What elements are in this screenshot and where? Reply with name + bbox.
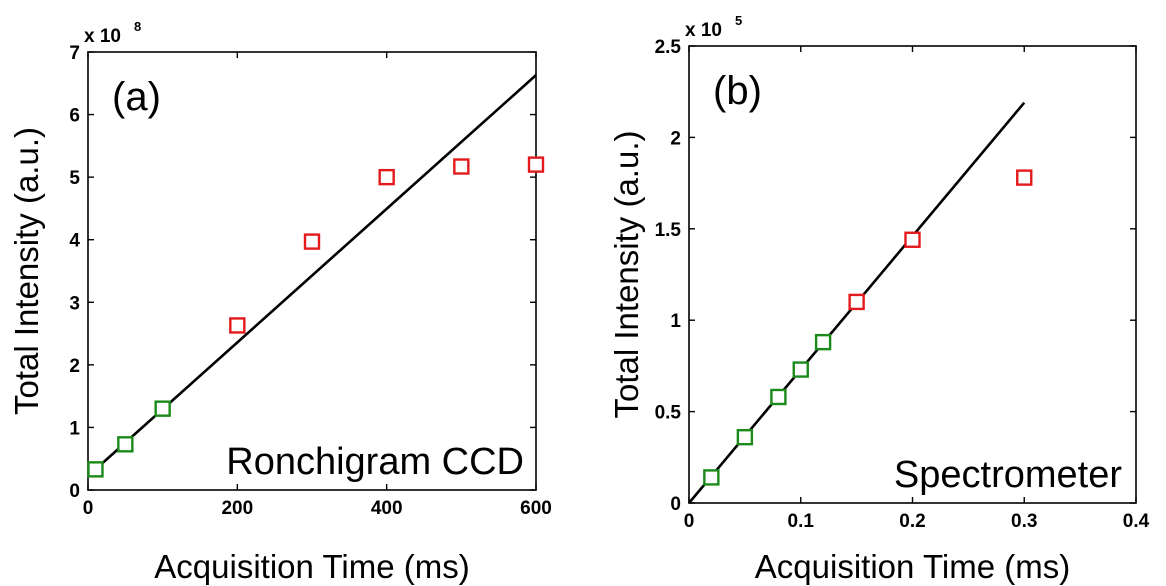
data-point — [154, 400, 171, 417]
y-tick-label: 0 — [69, 481, 80, 502]
data-point — [303, 233, 321, 250]
y-tick-label: 4 — [69, 231, 80, 252]
plot-frame — [688, 45, 1137, 504]
data-point — [848, 293, 865, 311]
x-axis-label: Acquisition Time (ms) — [755, 548, 1070, 585]
x-axis-label: Acquisition Time (ms) — [154, 548, 469, 585]
x-tick-label: 0 — [684, 511, 695, 532]
data-point — [792, 361, 809, 378]
data-point — [117, 436, 134, 453]
y-tick-label: 5 — [69, 168, 80, 189]
y-tick-label: 0.5 — [655, 403, 682, 424]
panel-a: 0 200 400 600 0 1 2 3 4 5 6 7x 10 8 Acquisition Time … — [8, 19, 552, 585]
y-tick-label: 0 — [670, 494, 681, 515]
x-tick-label: 0.3 — [1011, 511, 1037, 532]
panel-b: 0 0.1 0.2 0.3 0.4 0 0.5 1 1.5 2 2.5x 10 5 Acquisitio… — [608, 13, 1150, 585]
y-axis-label: Total Intensity (a.u.) — [8, 127, 45, 415]
data-point — [703, 469, 720, 486]
data-point — [527, 156, 545, 173]
data-point — [770, 388, 787, 406]
annotation-label: Ronchigram CCD — [226, 441, 524, 483]
y-axis-label: Total Intensity (a.u.) — [608, 131, 645, 419]
y-tick-label: 7 — [69, 43, 80, 64]
y-tick-label: 2 — [670, 128, 681, 149]
y-multiplier-exponent: 5 — [735, 13, 742, 28]
x-tick-label: 600 — [520, 498, 552, 519]
panel-label: (b) — [713, 69, 762, 113]
data-point — [378, 168, 395, 186]
plot-frame — [87, 51, 537, 491]
data-point — [814, 333, 832, 351]
data-point — [453, 158, 470, 175]
data-point — [1016, 169, 1033, 186]
y-tick-label: 1 — [670, 311, 681, 332]
annotation-label: Spectrometer — [894, 454, 1122, 496]
y-tick-label: 2 — [69, 356, 80, 377]
x-tick-label: 0.1 — [788, 511, 815, 532]
x-tick-label: 0 — [83, 498, 94, 519]
y-tick-label: 2.5 — [655, 37, 682, 58]
x-tick-label: 400 — [371, 498, 403, 519]
x-tick-label: 200 — [221, 498, 253, 519]
data-point — [229, 317, 246, 334]
y-tick-label: 1 — [69, 418, 80, 439]
data-point — [87, 461, 104, 478]
y-tick-label: 1.5 — [655, 220, 682, 241]
y-multiplier: x 10 — [84, 26, 121, 47]
y-tick-label: 3 — [69, 293, 80, 314]
y-multiplier-exponent: 8 — [134, 19, 141, 34]
x-tick-label: 0.2 — [899, 511, 925, 532]
data-point — [736, 428, 754, 446]
y-tick-label: 6 — [69, 106, 80, 127]
x-tick-label: 0.4 — [1123, 511, 1150, 532]
panel-label: (a) — [112, 75, 161, 119]
y-multiplier: x 10 — [685, 20, 722, 41]
data-point — [904, 231, 921, 248]
